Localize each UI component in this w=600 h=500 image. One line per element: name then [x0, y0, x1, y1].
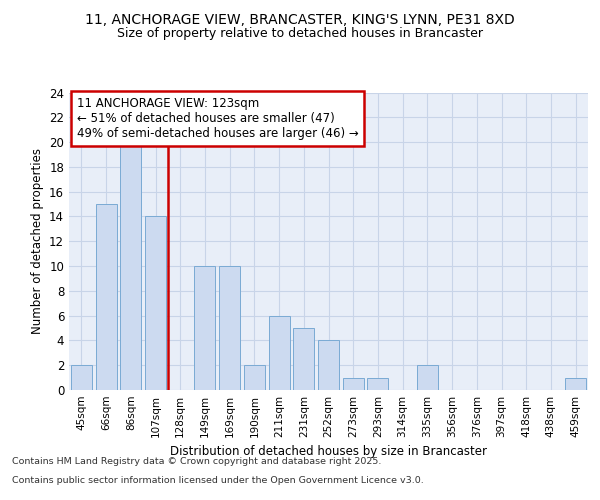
- Bar: [269, 316, 290, 390]
- Text: Size of property relative to detached houses in Brancaster: Size of property relative to detached ho…: [117, 28, 483, 40]
- Bar: [95, 204, 116, 390]
- Bar: [318, 340, 339, 390]
- Bar: [194, 266, 215, 390]
- Bar: [417, 365, 438, 390]
- Text: Contains public sector information licensed under the Open Government Licence v3: Contains public sector information licen…: [12, 476, 424, 485]
- Bar: [293, 328, 314, 390]
- Bar: [244, 365, 265, 390]
- Text: 11 ANCHORAGE VIEW: 123sqm
← 51% of detached houses are smaller (47)
49% of semi-: 11 ANCHORAGE VIEW: 123sqm ← 51% of detac…: [77, 97, 359, 140]
- Text: Contains HM Land Registry data © Crown copyright and database right 2025.: Contains HM Land Registry data © Crown c…: [12, 458, 382, 466]
- Bar: [145, 216, 166, 390]
- Bar: [367, 378, 388, 390]
- X-axis label: Distribution of detached houses by size in Brancaster: Distribution of detached houses by size …: [170, 446, 487, 458]
- Bar: [120, 142, 141, 390]
- Bar: [71, 365, 92, 390]
- Bar: [565, 378, 586, 390]
- Bar: [219, 266, 240, 390]
- Text: 11, ANCHORAGE VIEW, BRANCASTER, KING'S LYNN, PE31 8XD: 11, ANCHORAGE VIEW, BRANCASTER, KING'S L…: [85, 12, 515, 26]
- Bar: [343, 378, 364, 390]
- Y-axis label: Number of detached properties: Number of detached properties: [31, 148, 44, 334]
